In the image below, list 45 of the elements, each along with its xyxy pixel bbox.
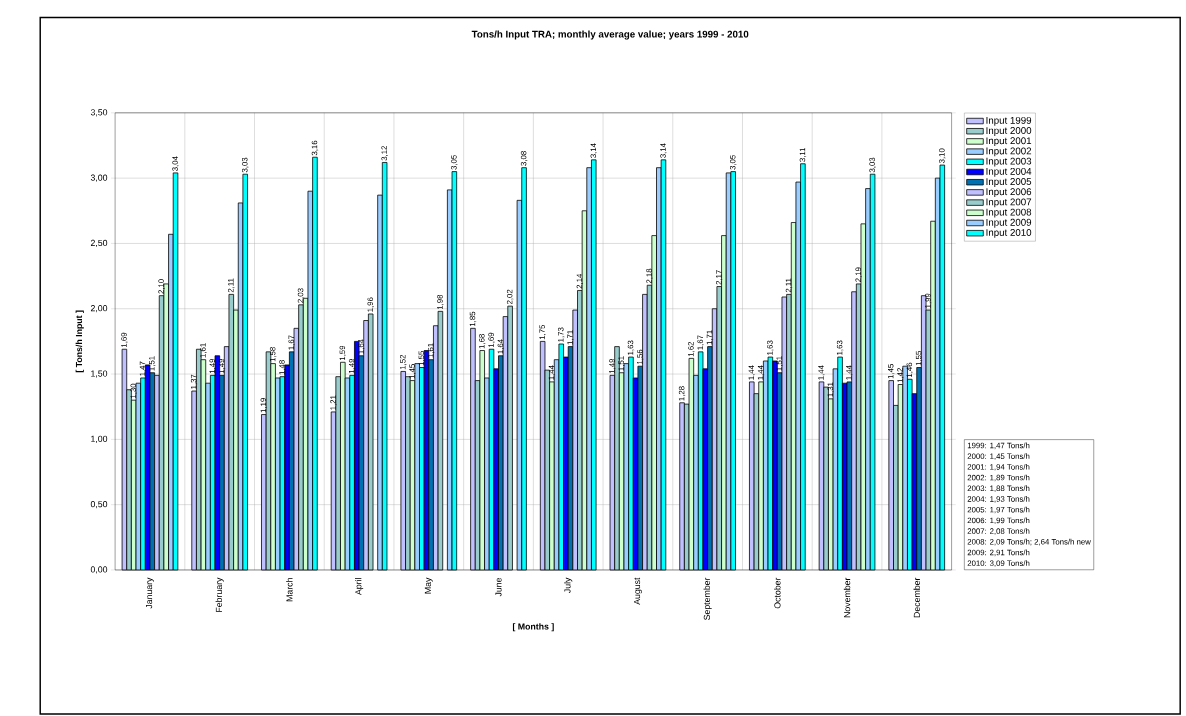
y-tick-label: 2,00 bbox=[90, 305, 108, 313]
chart-title: Tons/h Input TRA; monthly average value; years 1999 - 2010 bbox=[471, 30, 749, 40]
legend-label: Input 2003 bbox=[986, 157, 1032, 167]
y-tick-label: 3,00 bbox=[90, 174, 108, 182]
x-axis-title: [ Months ] bbox=[512, 623, 554, 632]
legend-label: Input 2004 bbox=[986, 167, 1032, 177]
bar bbox=[558, 343, 564, 571]
x-tick-label: January bbox=[146, 577, 154, 609]
x-tick-label: February bbox=[215, 577, 224, 612]
legend-label: Input 2002 bbox=[986, 147, 1032, 157]
bar bbox=[781, 296, 788, 571]
x-tick-label: October bbox=[774, 577, 781, 609]
legend-label: Input 2001 bbox=[986, 137, 1032, 147]
bar bbox=[423, 350, 430, 571]
bar bbox=[414, 363, 420, 571]
legend-label: Input 2007 bbox=[986, 198, 1032, 208]
bar bbox=[688, 358, 695, 571]
x-tick-label: December bbox=[913, 577, 920, 618]
x-tick-label: September bbox=[703, 577, 712, 621]
legend-label: Input 2000 bbox=[986, 127, 1032, 136]
x-tick-label: June bbox=[495, 578, 502, 597]
y-tick-label: 2,50 bbox=[90, 239, 108, 248]
legend-label: Input 2010 bbox=[986, 229, 1032, 238]
y-tick-label: 0,00 bbox=[90, 566, 108, 574]
bar bbox=[479, 350, 485, 571]
bar bbox=[228, 294, 234, 571]
x-tick-label: November bbox=[843, 577, 851, 618]
legend-label: Input 2009 bbox=[986, 218, 1032, 228]
y-tick-label: 1,00 bbox=[91, 435, 108, 444]
x-tick-label: July bbox=[564, 577, 573, 594]
bar bbox=[214, 355, 221, 571]
legend-label: Input 2005 bbox=[986, 178, 1032, 187]
legend-label: Input 2006 bbox=[986, 188, 1032, 198]
legend-label: Input 2008 bbox=[986, 208, 1032, 218]
bar bbox=[767, 356, 774, 571]
y-tick-label: 3,50 bbox=[90, 109, 108, 117]
x-tick-label: March bbox=[286, 578, 293, 602]
y-tick-label: 0,50 bbox=[90, 501, 108, 509]
legend-label: Input 1999 bbox=[986, 116, 1032, 126]
bar bbox=[265, 351, 272, 571]
x-tick-label: May bbox=[424, 577, 433, 594]
x-tick-label: April bbox=[355, 578, 364, 596]
x-tick-label: August bbox=[633, 577, 642, 605]
y-axis-title: [ Tons/h Input ] bbox=[75, 310, 84, 373]
y-tick-label: 1,50 bbox=[91, 370, 108, 378]
